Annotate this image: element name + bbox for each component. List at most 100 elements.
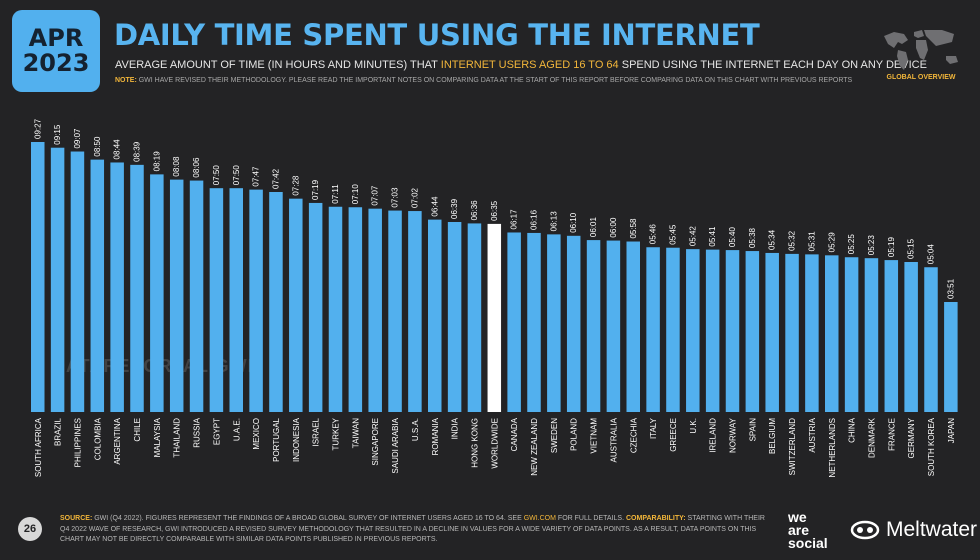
note-text: GWI HAVE REVISED THEIR METHODOLOGY. PLEA… (136, 77, 853, 84)
category-label: SOUTH AFRICA (34, 417, 43, 477)
value-label: 08:19 (152, 151, 161, 172)
source-post: FOR FULL DETAILS. (555, 515, 626, 522)
bar-philippines (70, 151, 85, 412)
category-label: NETHERLANDS (828, 418, 837, 478)
bar-france (884, 260, 899, 412)
value-label: 05:41 (708, 226, 717, 247)
category-label: SINGAPORE (371, 418, 380, 466)
category-label: AUSTRIA (808, 417, 817, 452)
methodology-note: NOTE: GWI HAVE REVISED THEIR METHODOLOGY… (115, 77, 852, 84)
value-label: 07:28 (291, 175, 300, 196)
we-are-social-logo: we are social (788, 509, 828, 551)
bar-worldwide (487, 223, 502, 412)
bar-germany (904, 262, 918, 412)
value-label: 06:39 (450, 198, 459, 219)
value-label: 06:17 (510, 209, 519, 230)
bar-israel (308, 202, 323, 412)
source-link[interactable]: GWI.COM (523, 515, 556, 522)
category-label: CZECHIA (629, 417, 638, 453)
bar-saudi-arabia (388, 210, 402, 412)
bar-russia (189, 180, 204, 412)
category-label: PHILIPPINES (73, 418, 82, 467)
subtitle-post: SPEND USING THE INTERNET EACH DAY ON ANY… (618, 59, 927, 71)
bar-singapore (368, 208, 382, 412)
date-badge: APR 2023 (12, 10, 100, 92)
bar-czechia (626, 241, 640, 412)
bar-south-africa (31, 142, 45, 412)
world-map-icon (884, 30, 958, 70)
bar-china (844, 257, 859, 412)
bar-canada (507, 232, 521, 412)
value-label: 07:19 (311, 179, 320, 200)
category-label: SOUTH KOREA (927, 417, 936, 476)
category-label: BELGIUM (768, 418, 777, 454)
category-label: U.S.A. (411, 418, 420, 441)
value-label: 07:50 (212, 165, 221, 186)
category-label: U.K. (689, 418, 698, 434)
category-label: EGYPT (212, 418, 221, 445)
category-label: RUSSIA (193, 417, 202, 447)
category-label: WORLDWIDE (490, 418, 499, 469)
chart-title: DAILY TIME SPENT USING THE INTERNET (114, 18, 760, 52)
category-label: NEW ZEALAND (530, 418, 539, 476)
value-label: 08:08 (172, 156, 181, 177)
bar-malaysia (150, 174, 164, 412)
value-label: 09:27 (33, 118, 42, 139)
bar-portugal (269, 192, 283, 412)
bar-thailand (169, 179, 184, 412)
value-label: 07:11 (331, 184, 340, 204)
value-label: 08:44 (113, 139, 122, 160)
value-label: 07:42 (271, 168, 280, 189)
category-label: PORTUGAL (272, 417, 281, 461)
bar-japan (944, 302, 958, 412)
value-label: 05:46 (649, 224, 658, 245)
value-label: 07:10 (351, 184, 360, 205)
note-label: NOTE: (115, 77, 137, 84)
category-label: ISRAEL (312, 417, 321, 446)
bar-india (447, 222, 462, 412)
brand-line-3: social (788, 535, 828, 551)
date-year: 2023 (22, 49, 90, 77)
bar-denmark (864, 258, 879, 412)
bar-brazil (50, 147, 65, 412)
bar-u-s-a- (408, 211, 422, 412)
value-label: 07:07 (371, 185, 380, 206)
bar-new-zealand (527, 232, 541, 412)
value-label: 08:50 (93, 136, 102, 157)
subtitle-highlight: INTERNET USERS AGED 16 TO 64 (440, 59, 619, 71)
value-label: 06:00 (609, 217, 618, 238)
bar-norway (725, 250, 740, 412)
category-label: GREECE (669, 418, 678, 452)
bar-australia (606, 240, 621, 412)
date-month: APR (28, 23, 84, 52)
bar-sweden (547, 234, 561, 412)
value-label: 05:31 (807, 231, 816, 252)
value-label: 05:32 (788, 230, 797, 251)
meltwater-name: Meltwater (886, 518, 978, 541)
value-label: 05:19 (887, 237, 896, 258)
value-label: 06:36 (470, 200, 479, 221)
category-label: MALAYSIA (153, 417, 162, 457)
category-label: NORWAY (729, 417, 738, 453)
bar-netherlands (825, 255, 839, 412)
value-label: 06:10 (569, 212, 578, 233)
value-label: 06:01 (589, 217, 598, 238)
value-label: 07:03 (391, 187, 400, 208)
bar-spain (745, 251, 760, 412)
meltwater-icon (850, 520, 880, 540)
bar-switzerland (785, 253, 799, 412)
bar-u-a-e- (229, 188, 243, 412)
value-label: 06:35 (490, 200, 499, 221)
category-label: U.A.E. (232, 418, 241, 441)
value-label: 07:47 (252, 166, 261, 187)
value-label: 03:51 (946, 278, 955, 299)
value-label: 06:16 (530, 209, 539, 230)
value-label: 09:15 (53, 124, 62, 145)
brand-line-1: we (788, 509, 807, 525)
category-label: CANADA (510, 417, 519, 451)
value-label: 05:34 (768, 229, 777, 250)
category-label: HONG KONG (470, 418, 479, 468)
bar-greece (666, 247, 680, 412)
category-label: ROMANIA (431, 417, 440, 455)
category-label: GERMANY (907, 417, 916, 458)
